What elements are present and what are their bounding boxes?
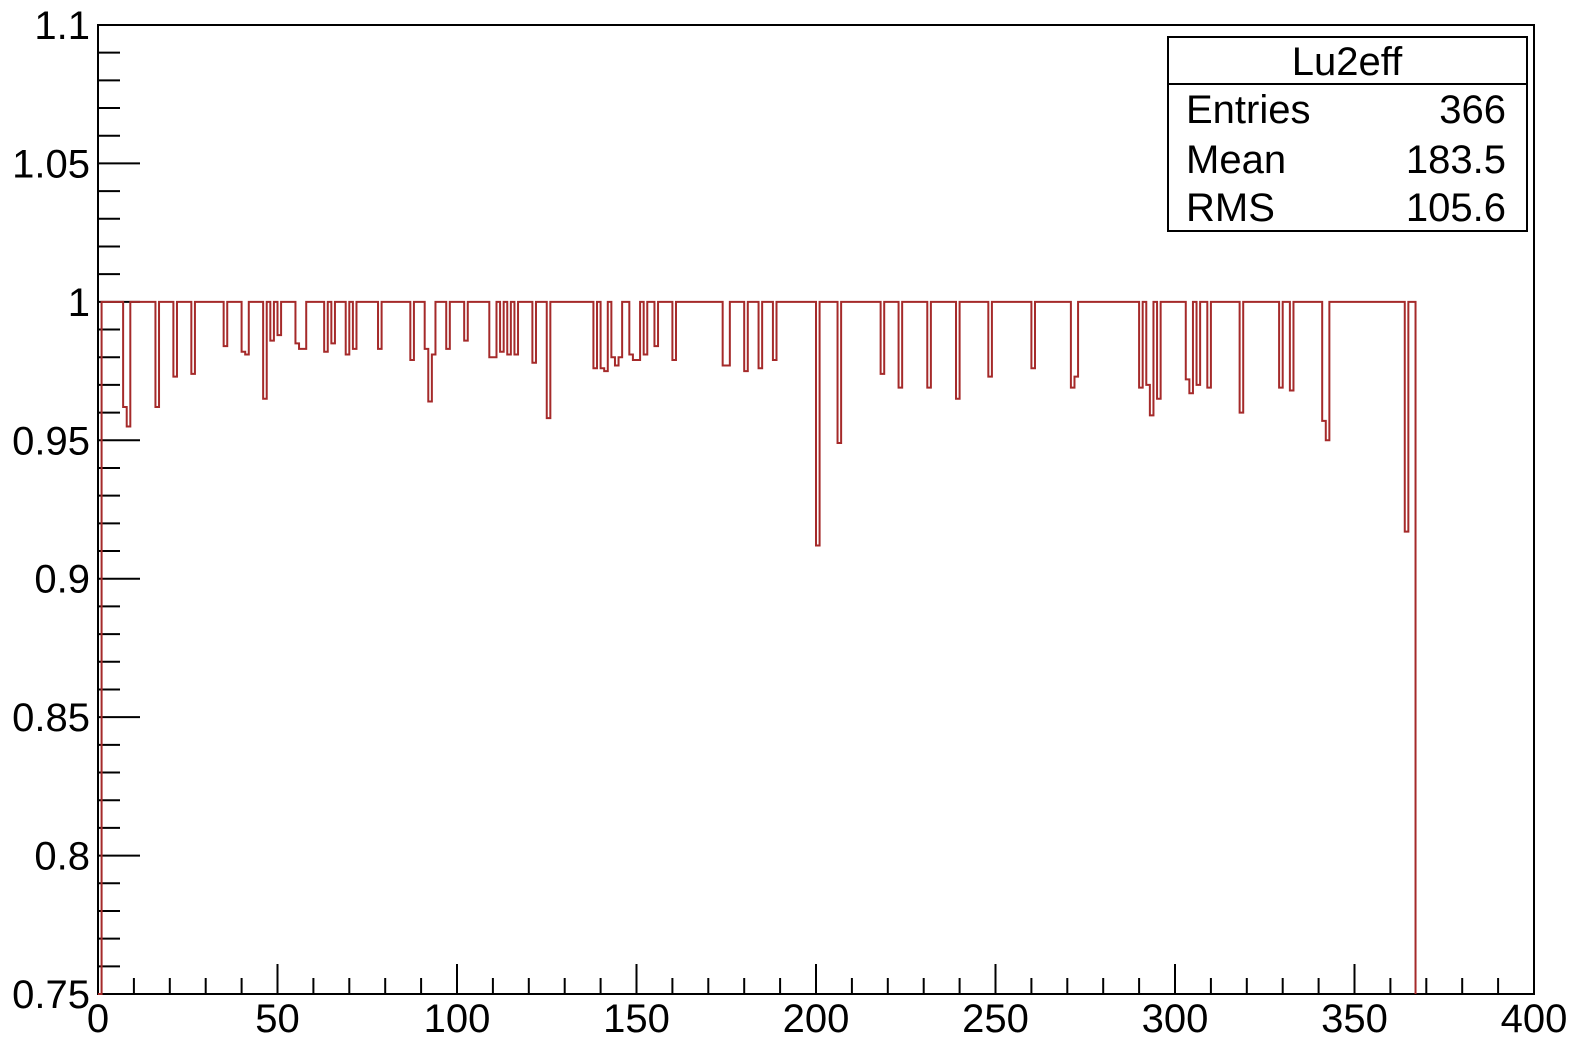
- y-tick-label: 0.8: [34, 835, 90, 879]
- y-tick-label: 0.75: [12, 973, 90, 1017]
- y-tick-label: 0.95: [12, 419, 90, 463]
- x-axis: 0 50 100 150 200 250 300 350 400: [87, 964, 1568, 1040]
- x-tick-label: 300: [1142, 997, 1209, 1040]
- stats-box: Lu2eff Entries 366 Mean 183.5 RMS 105.6: [1167, 36, 1528, 232]
- y-tick-label: 1: [68, 281, 90, 325]
- y-tick-label: 0.9: [34, 558, 90, 602]
- stats-mean-label: Mean: [1186, 138, 1286, 182]
- histogram-series-line: [98, 300, 1417, 995]
- stats-mean-value: 183.5: [1406, 138, 1506, 182]
- stats-rms-value: 105.6: [1406, 186, 1506, 230]
- y-axis: 0.75 0.8 0.85 0.9 0.95 1 1.05 1.1: [12, 4, 140, 1017]
- x-tick-label: 200: [783, 997, 850, 1040]
- x-tick-label: 150: [603, 997, 670, 1040]
- x-tick-label: 100: [424, 997, 491, 1040]
- stats-box-frame: [1167, 36, 1528, 232]
- y-tick-label: 0.85: [12, 696, 90, 740]
- x-tick-label: 350: [1321, 997, 1388, 1040]
- y-tick-label: 1.05: [12, 142, 90, 186]
- y-tick-label: 1.1: [34, 4, 90, 48]
- x-tick-label: 50: [255, 997, 300, 1040]
- x-tick-label: 400: [1501, 997, 1568, 1040]
- stats-entries-value: 366: [1439, 88, 1506, 132]
- stats-rms-label: RMS: [1186, 186, 1275, 230]
- x-tick-label: 250: [962, 997, 1029, 1040]
- stats-entries-label: Entries: [1186, 88, 1311, 132]
- stats-box-title: Lu2eff: [1292, 40, 1403, 84]
- x-tick-label: 0: [87, 997, 109, 1040]
